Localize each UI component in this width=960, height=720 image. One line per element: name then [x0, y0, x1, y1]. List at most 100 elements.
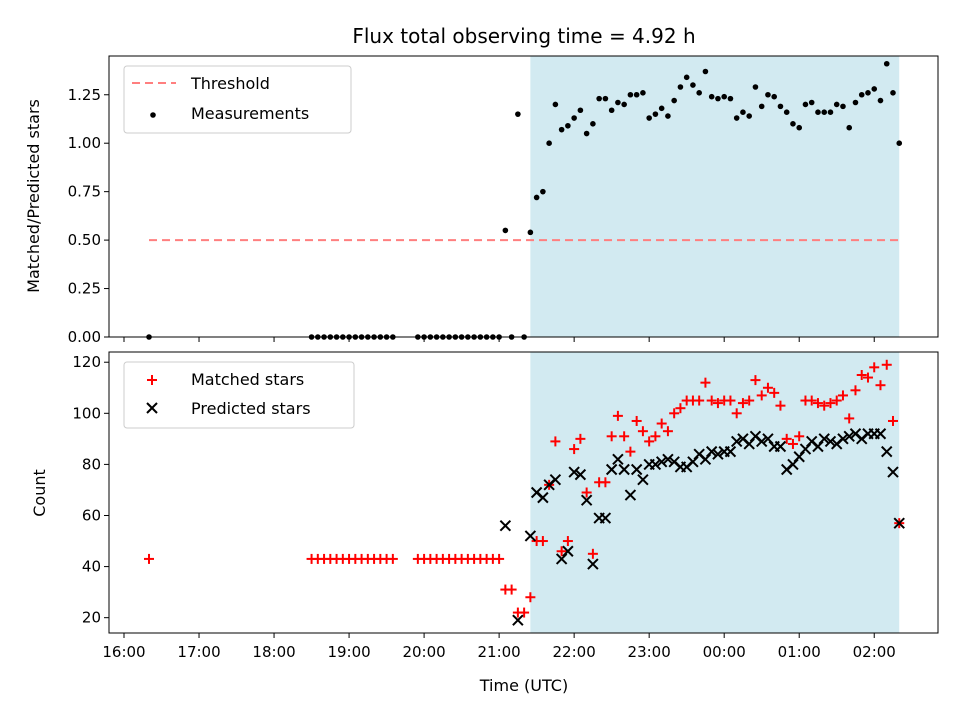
matched-star-point: [519, 607, 530, 618]
x-tick-label: 21:00: [478, 643, 521, 661]
y-tick-label: 0.25: [68, 280, 101, 298]
y-tick-label: 60: [82, 506, 101, 524]
cross-stroke: [837, 433, 849, 445]
predicted-star-point: [755, 435, 768, 448]
matched-star-point: [869, 362, 880, 373]
measurement-point: [858, 91, 865, 98]
chart-title: Flux total observing time = 4.92 h: [352, 24, 695, 48]
cross-stroke: [887, 466, 899, 478]
legend-cross-glyph: [146, 402, 158, 414]
cross-stroke: [599, 512, 612, 524]
predicted-star-point: [874, 428, 887, 440]
measurement-point: [546, 140, 552, 147]
measurement-point: [865, 90, 871, 96]
matched-star-point: [625, 446, 636, 457]
bottom-legend: Matched stars Predicted stars: [123, 361, 355, 429]
measurement-point: [777, 103, 784, 110]
cross-stroke: [818, 433, 830, 445]
measurement-point: [765, 91, 771, 98]
matched-star-point: [769, 387, 780, 398]
measurement-point: [558, 126, 565, 133]
predicted-star-point: [537, 491, 549, 504]
measurement-point: [608, 107, 615, 114]
matched-star-point: [775, 400, 786, 411]
measurement-point: [877, 97, 884, 104]
cross-stroke: [712, 448, 724, 460]
cross-stroke: [499, 520, 512, 532]
cross-stroke: [737, 433, 749, 445]
x-tick-label: 01:00: [778, 643, 821, 661]
cross-stroke: [843, 430, 855, 443]
cross-stroke: [612, 453, 624, 465]
predicted-star-point: [512, 614, 524, 626]
predicted-star-point: [705, 445, 718, 458]
predicted-star-point: [893, 517, 905, 529]
cross-stroke: [824, 435, 837, 448]
matched-star-point: [644, 436, 655, 447]
matched-star-point: [731, 408, 742, 419]
x-tick-label: 20:00: [402, 643, 445, 661]
x-tick-label: 00:00: [703, 643, 746, 661]
predicted-star-point: [599, 512, 612, 524]
y-tick-label: 0.50: [68, 231, 101, 249]
legend-measurements-label: Measurements: [191, 104, 309, 123]
predicted-star-point: [712, 448, 724, 460]
y-tick-label: 100: [72, 404, 101, 422]
predicted-star-point: [574, 468, 587, 481]
y-tick-label: 40: [82, 558, 101, 576]
measurement-point: [815, 109, 821, 115]
measurement-point: [527, 229, 534, 236]
predicted-star-point: [562, 545, 574, 557]
matched-star-point: [806, 395, 817, 406]
legend-predicted-marker: [146, 402, 158, 414]
cross-stroke: [624, 489, 637, 501]
measurement-point: [721, 93, 727, 100]
matched-star-point: [875, 380, 886, 391]
measurement-point: [540, 188, 546, 195]
matched-star-point: [669, 408, 680, 419]
observing-window-shade: [530, 56, 900, 337]
cross-stroke: [630, 463, 643, 476]
predicted-star-point: [881, 445, 893, 458]
x-axis-label: Time (UTC): [479, 676, 568, 695]
measurement-point: [808, 99, 815, 106]
matched-star-point: [712, 398, 723, 409]
matched-star-point: [600, 477, 611, 488]
predicted-star-point: [624, 489, 637, 501]
measurement-point: [533, 194, 540, 201]
matched-star-point: [606, 431, 617, 442]
legend-matched-label: Matched stars: [191, 370, 304, 389]
measurement-point: [646, 115, 652, 121]
matched-star-point: [562, 536, 573, 547]
measurement-point: [802, 101, 809, 108]
predicted-star-point: [724, 445, 737, 458]
measurement-point: [515, 111, 521, 117]
y-tick-label: 120: [72, 353, 101, 371]
y-tick-label: 1.00: [68, 134, 101, 152]
matched-star-point: [569, 444, 580, 455]
matched-star-point: [737, 398, 748, 409]
measurement-point: [665, 113, 671, 119]
predicted-star-point: [630, 463, 643, 476]
predicted-star-point: [612, 453, 624, 465]
cross-stroke: [587, 558, 599, 570]
measurement-point: [671, 97, 677, 104]
matched-star-point: [819, 400, 830, 411]
matched-star-point: [812, 398, 823, 409]
cross-stroke: [568, 466, 580, 478]
observing-window-shade: [530, 352, 900, 633]
measurement-point: [677, 84, 684, 90]
x-tick-label: 23:00: [628, 643, 671, 661]
cross-stroke: [893, 517, 905, 529]
cross-stroke: [749, 430, 762, 443]
x-tick-label: 02:00: [853, 643, 896, 661]
cross-stroke: [549, 474, 562, 486]
bottom-legend-frame: [123, 361, 355, 429]
matched-star-point: [550, 436, 561, 447]
matched-star-point: [844, 413, 855, 424]
measurement-point: [602, 95, 609, 102]
matched-star-point: [862, 372, 873, 383]
measurement-point: [565, 122, 571, 129]
matched-star-point: [144, 553, 155, 564]
